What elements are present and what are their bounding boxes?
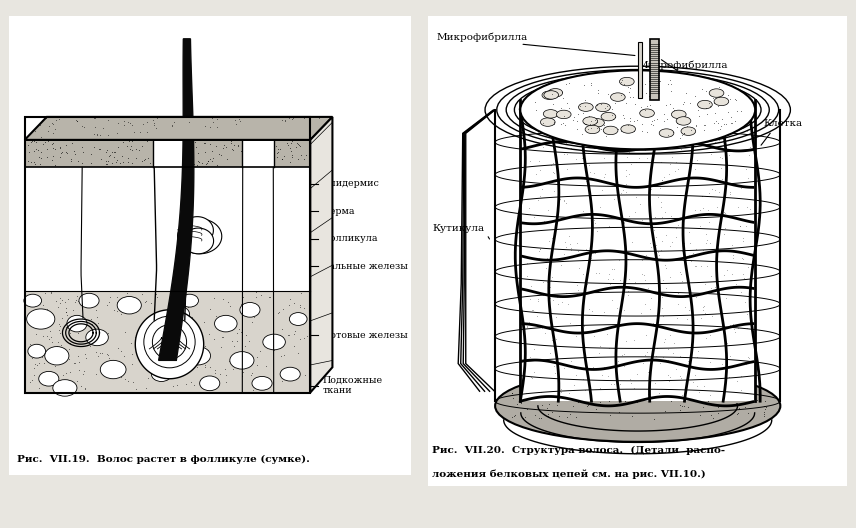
Polygon shape	[158, 39, 193, 360]
Ellipse shape	[542, 91, 556, 99]
Ellipse shape	[86, 329, 109, 346]
Ellipse shape	[520, 70, 755, 149]
Ellipse shape	[181, 294, 199, 307]
Ellipse shape	[681, 127, 696, 135]
Bar	[650, 40, 659, 100]
Bar	[242, 140, 274, 167]
Ellipse shape	[53, 380, 77, 396]
Bar	[25, 140, 310, 167]
Ellipse shape	[540, 118, 555, 126]
Ellipse shape	[152, 367, 171, 382]
Text: ложения белковых цепей см. на рис. VII.10.): ложения белковых цепей см. на рис. VII.1…	[432, 469, 706, 479]
Ellipse shape	[199, 376, 220, 391]
Ellipse shape	[263, 334, 285, 350]
Ellipse shape	[79, 293, 99, 308]
Polygon shape	[25, 117, 332, 140]
Ellipse shape	[185, 346, 211, 365]
Bar	[25, 117, 310, 392]
Ellipse shape	[544, 110, 558, 118]
Text: Кутикула: Кутикула	[432, 224, 484, 233]
Ellipse shape	[28, 344, 45, 358]
Ellipse shape	[39, 371, 59, 386]
Text: Микрофибрилла: Микрофибрилла	[437, 32, 527, 42]
Ellipse shape	[495, 370, 781, 442]
Text: Клетка: Клетка	[764, 119, 803, 128]
Ellipse shape	[671, 110, 687, 119]
Text: Сальные железы: Сальные железы	[323, 262, 408, 271]
Ellipse shape	[639, 109, 654, 117]
Polygon shape	[135, 310, 204, 379]
Ellipse shape	[676, 117, 691, 125]
Ellipse shape	[548, 89, 562, 97]
Bar	[153, 140, 186, 167]
Text: Дерма: Дерма	[323, 206, 355, 215]
Polygon shape	[181, 216, 213, 244]
Ellipse shape	[621, 125, 635, 133]
Bar	[25, 291, 310, 392]
Ellipse shape	[596, 103, 610, 111]
Text: Эпидермис: Эпидермис	[323, 179, 379, 188]
Ellipse shape	[610, 93, 625, 101]
Ellipse shape	[603, 126, 618, 135]
Text: Подкожные
ткани: Подкожные ткани	[323, 376, 383, 395]
Polygon shape	[177, 219, 222, 254]
Ellipse shape	[280, 367, 300, 381]
Ellipse shape	[601, 112, 615, 121]
Ellipse shape	[24, 294, 42, 307]
Ellipse shape	[215, 315, 237, 332]
Bar	[520, 110, 755, 401]
Ellipse shape	[659, 129, 674, 137]
Ellipse shape	[590, 119, 604, 127]
Ellipse shape	[709, 89, 724, 97]
Ellipse shape	[240, 303, 260, 317]
Text: Фолликула: Фолликула	[323, 234, 377, 243]
Ellipse shape	[252, 376, 272, 390]
Text: Рис.  VII.19.  Волос растет в фолликуле (сумке).: Рис. VII.19. Волос растет в фолликуле (с…	[16, 455, 310, 464]
Ellipse shape	[138, 329, 161, 346]
Ellipse shape	[544, 91, 559, 99]
Ellipse shape	[579, 103, 593, 111]
Bar	[25, 167, 310, 291]
Text: Рис.  VII.20.  Структура волоса.  (Детали  распо-: Рис. VII.20. Структура волоса. (Детали р…	[432, 446, 725, 455]
Ellipse shape	[714, 97, 728, 106]
Ellipse shape	[45, 346, 68, 365]
Text: Макрофибрилла: Макрофибрилла	[638, 60, 728, 70]
Ellipse shape	[583, 117, 597, 125]
Bar	[638, 42, 642, 98]
Ellipse shape	[620, 77, 634, 86]
Ellipse shape	[556, 110, 571, 119]
Ellipse shape	[229, 352, 254, 369]
Ellipse shape	[586, 125, 600, 134]
Polygon shape	[310, 117, 332, 392]
Ellipse shape	[698, 100, 712, 109]
Ellipse shape	[100, 360, 126, 379]
Ellipse shape	[27, 309, 55, 329]
Ellipse shape	[289, 313, 307, 325]
Polygon shape	[183, 228, 214, 254]
Ellipse shape	[67, 315, 87, 332]
Text: Потовые железы: Потовые железы	[323, 331, 408, 340]
Ellipse shape	[117, 297, 141, 314]
Ellipse shape	[165, 306, 190, 323]
